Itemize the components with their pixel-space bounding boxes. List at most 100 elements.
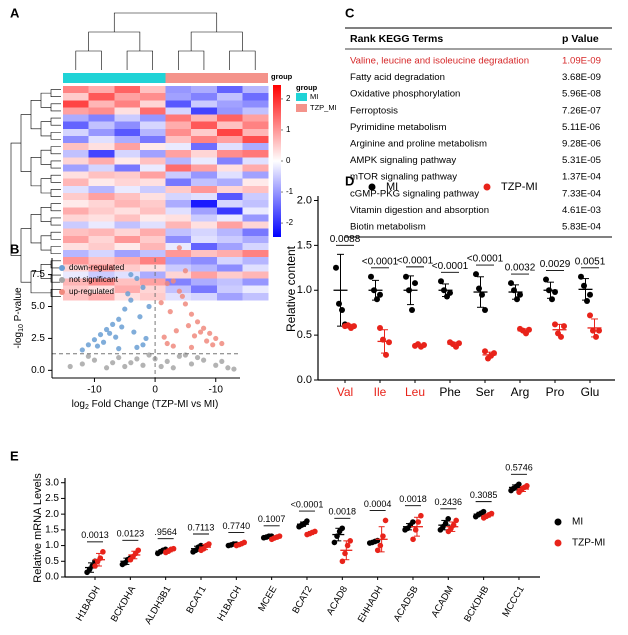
point: [170, 278, 176, 284]
heatmap-cell: [63, 150, 90, 158]
p-value: <0.0001: [432, 261, 469, 272]
y-tick-label: 0.0: [45, 572, 59, 583]
group-annotation: [63, 73, 166, 83]
point: [137, 314, 143, 320]
dendrogram: [50, 103, 61, 112]
legend-label: TZP-MI: [572, 538, 605, 549]
heatmap-cell: [165, 193, 192, 201]
point: [122, 363, 128, 370]
heatmap-cell: [63, 250, 90, 258]
legend-swatch: [296, 104, 307, 112]
point: [188, 361, 195, 367]
heatmap-cell: [63, 143, 90, 151]
point: [552, 321, 558, 328]
dendrogram: [50, 117, 61, 126]
heatmap-cell: [88, 271, 115, 279]
x-tick-label: BCKDHA: [109, 584, 139, 624]
point: [482, 306, 488, 313]
heatmap-cell: [165, 271, 192, 279]
heatmap-cell: [139, 86, 166, 94]
point: [380, 533, 386, 539]
table-cell: 7.26E-07: [562, 105, 601, 116]
heatmap-cell: [165, 86, 192, 94]
heatmap-cell: [114, 86, 141, 94]
point: [176, 288, 182, 294]
heatmap-cell: [88, 178, 115, 187]
heatmap-cell: [88, 193, 115, 201]
p-value: 0.5746: [505, 463, 533, 473]
heatmap-cell: [88, 121, 115, 130]
point: [79, 347, 85, 353]
heatmap-cell: [242, 100, 269, 108]
point: [164, 280, 170, 287]
p-value: .9564: [154, 527, 177, 537]
p-value: 0.0018: [399, 494, 427, 504]
heatmap-cell: [216, 264, 243, 272]
legend-label: MI: [572, 517, 583, 528]
heatmap-cell: [216, 143, 243, 151]
point: [516, 481, 522, 488]
x-tick-label: Ile: [374, 385, 387, 399]
heatmap-cell: [165, 150, 192, 158]
heatmap-cell: [114, 235, 141, 244]
point: [517, 291, 523, 298]
dendrogram: [40, 178, 51, 194]
table-cell: 9.28E-06: [562, 139, 601, 150]
table-cell: Ferroptosis: [350, 105, 398, 116]
label-part: P-value: [13, 287, 24, 324]
heatmap-cell: [88, 200, 115, 208]
heatmap-cell: [165, 207, 192, 215]
heatmap-cell: [191, 207, 218, 215]
colorbar-label: 2: [286, 94, 291, 103]
point: [386, 339, 392, 346]
y-tick-label: 2.0: [297, 194, 312, 206]
x-tick-label: 0: [152, 385, 158, 396]
heatmap-cell: [216, 214, 243, 222]
x-tick-label: -10: [87, 385, 102, 396]
heatmap-cell: [242, 264, 269, 272]
heatmap-cell: [191, 285, 218, 294]
point: [191, 333, 198, 339]
point: [122, 306, 128, 312]
heatmap-cell: [242, 93, 269, 101]
p-value: 0.7113: [188, 522, 215, 532]
heatmap-cell: [139, 100, 166, 108]
heatmap-cell: [191, 214, 218, 222]
point: [173, 328, 179, 334]
heatmap-cell: [88, 228, 115, 237]
heatmap-cell: [88, 128, 115, 137]
heatmap-cell: [165, 100, 192, 108]
point: [146, 303, 152, 310]
heatmap-cell: [139, 164, 166, 172]
heatmap-cell: [88, 242, 115, 251]
label-part: log: [72, 399, 85, 410]
point: [182, 352, 189, 358]
point: [368, 273, 374, 280]
heatmap-cell: [191, 185, 218, 194]
x-tick-label: Pro: [546, 385, 565, 399]
x-tick-label: BCAT2: [290, 584, 314, 615]
heatmap-cell: [88, 150, 115, 158]
heatmap-cell: [165, 178, 192, 187]
point: [210, 342, 216, 348]
heatmap-cell: [242, 121, 269, 130]
point: [488, 510, 495, 517]
heatmap-cell: [165, 128, 192, 137]
point: [128, 360, 134, 366]
point: [188, 311, 195, 317]
heatmap-cell: [216, 114, 243, 123]
heatmap-cell: [139, 171, 166, 180]
panel-label: D: [345, 173, 354, 188]
heatmap-cell: [165, 143, 192, 151]
point: [176, 353, 182, 359]
point: [204, 338, 210, 344]
legend-label: MI: [310, 92, 318, 101]
heatmap-cell: [114, 128, 141, 137]
point: [377, 542, 384, 549]
heatmap-cell: [216, 185, 243, 194]
annotation-label: group: [271, 72, 293, 81]
point: [140, 342, 146, 348]
heatmap-cell: [63, 285, 90, 294]
point: [213, 335, 219, 342]
